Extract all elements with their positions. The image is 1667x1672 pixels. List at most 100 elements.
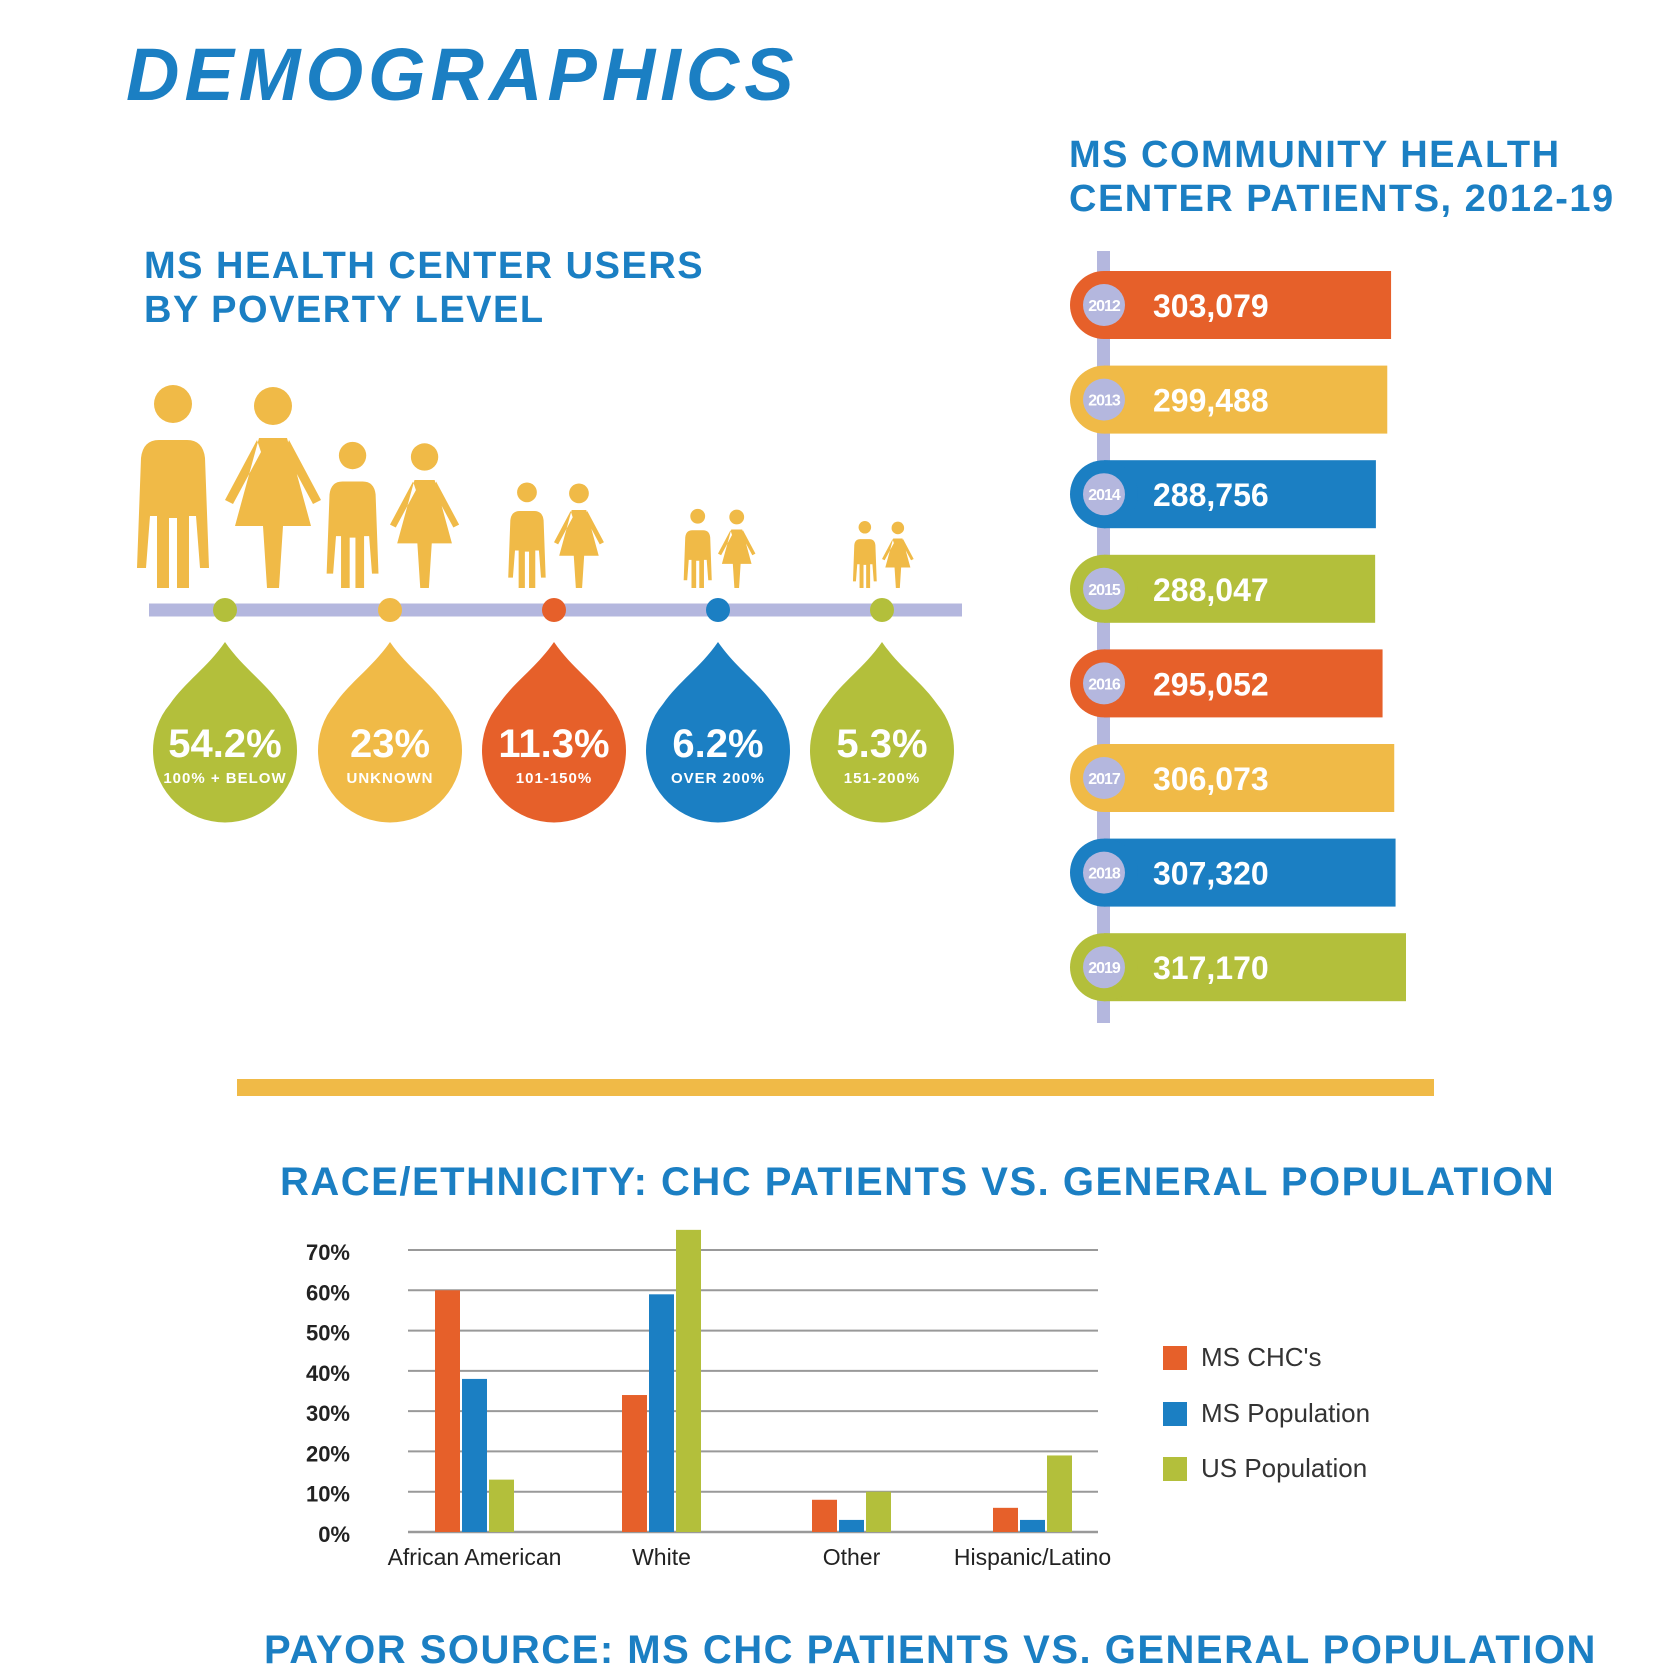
- race-title: RACE/ETHNICITY: CHC PATIENTS VS. GENERAL…: [280, 1160, 1556, 1204]
- race-bar: [839, 1519, 864, 1532]
- poverty-percentage: 5.3%: [836, 722, 927, 766]
- timeline-dot: [378, 598, 402, 622]
- race-y-axis: 0% 10% 20% 30% 40% 50% 60% 70%: [306, 1240, 350, 1547]
- race-bar: [866, 1491, 891, 1532]
- percentage-drop: [481, 642, 627, 823]
- people-icon-group: [137, 385, 321, 588]
- race-bar: [649, 1294, 674, 1532]
- x-category-label: White: [632, 1544, 691, 1570]
- patients-value-label: 295,052: [1153, 666, 1269, 702]
- poverty-level-label: OVER 200%: [671, 770, 765, 787]
- y-tick-label: 40%: [306, 1361, 350, 1386]
- patients-value-label: 288,047: [1153, 572, 1269, 608]
- y-tick-label: 70%: [306, 1240, 350, 1265]
- percentage-drop: [153, 642, 298, 823]
- poverty-percentage: 11.3%: [498, 722, 609, 766]
- legend-item: MS CHC's: [1163, 1342, 1322, 1373]
- y-tick-label: 10%: [306, 1482, 350, 1507]
- woman-icon: [718, 509, 756, 588]
- legend-label: MS Population: [1201, 1398, 1371, 1428]
- poverty-percentage: 6.2%: [672, 722, 763, 766]
- woman-icon: [882, 521, 914, 588]
- patients-bar-row: 2016 295,052: [1070, 649, 1383, 718]
- payor-title: PAYOR SOURCE: MS CHC PATIENTS VS. GENERA…: [264, 1628, 1597, 1672]
- people-icon-group: [508, 482, 604, 588]
- section-divider: [237, 1079, 1434, 1096]
- patients-value-label: 299,488: [1153, 383, 1269, 419]
- patients-value-label: 303,079: [1153, 288, 1269, 324]
- patients-bar: [1104, 933, 1406, 1002]
- people-icon-group: [326, 441, 460, 588]
- patients-bar-row: 2019 317,170: [1070, 933, 1406, 1002]
- people-icon-group: [683, 508, 756, 588]
- poverty-title-line2: BY POVERTY LEVEL: [144, 289, 545, 331]
- year-badge: [1083, 473, 1125, 516]
- year-badge: [1083, 757, 1125, 799]
- year-label: 2012: [1088, 298, 1121, 315]
- poverty-percentage: 54.2%: [168, 722, 281, 766]
- race-bar: [1020, 1519, 1045, 1532]
- poverty-percentage: 23%: [350, 722, 430, 766]
- patients-bar: [1104, 744, 1395, 812]
- patients-bar-row: 2013 299,488: [1070, 365, 1388, 434]
- poverty-level-label: 100% + BELOW: [163, 770, 286, 787]
- year-label: 2014: [1088, 487, 1121, 504]
- patients-bar: [1104, 838, 1396, 907]
- race-x-axis: African American White Other Hispanic/Latin…: [388, 1544, 1112, 1570]
- patients-bar-row: 2015 288,047: [1070, 554, 1376, 623]
- race-bar: [489, 1479, 514, 1532]
- woman-icon: [390, 443, 460, 588]
- patients-bar-row: 2014 288,756: [1070, 460, 1376, 529]
- timeline-dot: [706, 598, 730, 622]
- poverty-level-label: 101-150%: [516, 770, 592, 787]
- race-bar-chart: 0% 10% 20% 30% 40% 50% 60% 70% African American…: [306, 1229, 1112, 1570]
- poverty-infographic: 54.2% 100% + BELOW 23% UNKNOWN 11.3% 101-150%…: [137, 385, 962, 823]
- year-label: 2016: [1088, 676, 1121, 693]
- year-label: 2015: [1088, 582, 1121, 599]
- year-label: 2019: [1088, 960, 1121, 977]
- race-bars: [435, 1229, 1072, 1532]
- woman-icon: [225, 387, 321, 588]
- race-bar: [676, 1229, 701, 1532]
- people-icon-group: [852, 521, 914, 588]
- patients-bar-row: 2012 303,079: [1070, 271, 1392, 339]
- man-icon: [508, 482, 546, 588]
- man-icon: [137, 385, 209, 588]
- year-label: 2013: [1088, 393, 1121, 410]
- patients-bar-row: 2017 306,073: [1070, 744, 1395, 812]
- patients-axis: [1097, 251, 1110, 1023]
- legend-swatch: [1163, 1456, 1187, 1481]
- x-category-label: Hispanic/Latino: [954, 1544, 1111, 1570]
- year-label: 2017: [1088, 771, 1121, 788]
- y-tick-label: 50%: [306, 1321, 350, 1346]
- legend-item: MS Population: [1163, 1398, 1370, 1429]
- patients-value-label: 307,320: [1153, 856, 1269, 892]
- year-badge: [1083, 284, 1125, 326]
- race-bar: [1047, 1455, 1072, 1532]
- race-bar: [993, 1507, 1018, 1532]
- race-bar: [462, 1378, 487, 1532]
- timeline-dot: [213, 598, 237, 622]
- woman-icon: [554, 483, 604, 588]
- patients-bar: [1104, 365, 1388, 434]
- race-bar: [622, 1395, 647, 1532]
- year-badge: [1083, 567, 1125, 610]
- patients-title-line2: CENTER PATIENTS, 2012-19: [1069, 178, 1615, 220]
- legend-swatch: [1163, 1401, 1187, 1426]
- legend-label: US Population: [1201, 1453, 1368, 1483]
- patients-bar: [1104, 649, 1383, 718]
- patients-bar: [1104, 271, 1392, 339]
- timeline-dot: [870, 598, 894, 622]
- man-icon: [326, 441, 379, 588]
- man-icon: [852, 521, 877, 588]
- poverty-level-label: 151-200%: [844, 770, 920, 787]
- legend-swatch: [1163, 1345, 1187, 1370]
- legend-item: US Population: [1163, 1453, 1367, 1484]
- poverty-level-label: UNKNOWN: [347, 770, 434, 787]
- patients-value-label: 306,073: [1153, 761, 1269, 797]
- year-badge: [1083, 378, 1125, 421]
- poverty-groups: 54.2% 100% + BELOW 23% UNKNOWN 11.3% 101-150%…: [137, 385, 955, 823]
- y-tick-label: 30%: [306, 1401, 350, 1426]
- poverty-title: MS HEALTH CENTER USERS BY POVERTY LEVEL: [144, 244, 704, 332]
- patients-bar-row: 2018 307,320: [1070, 838, 1396, 907]
